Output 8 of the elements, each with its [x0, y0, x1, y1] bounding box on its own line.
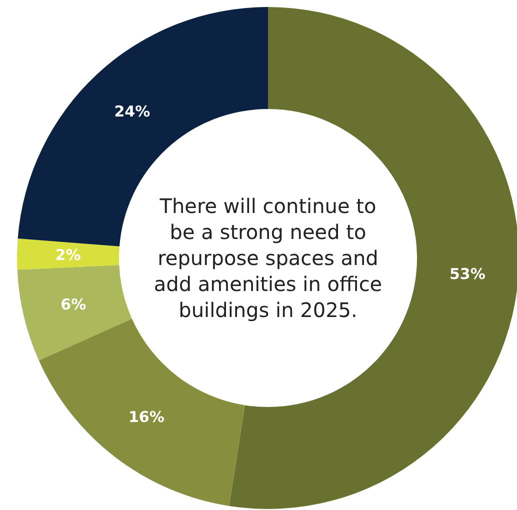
- data-label: 2%: [55, 246, 81, 264]
- data-label: 6%: [60, 295, 86, 314]
- donut-slice: [17, 238, 120, 270]
- text: There will continue to be a strong need to repurpose spaces and add amenities in office buildings in 2025.: [154, 194, 382, 322]
- data-label: 53%: [449, 264, 486, 283]
- donut-slice: [17, 264, 132, 360]
- data-label: 24%: [114, 102, 150, 120]
- data-label: 16%: [128, 408, 164, 426]
